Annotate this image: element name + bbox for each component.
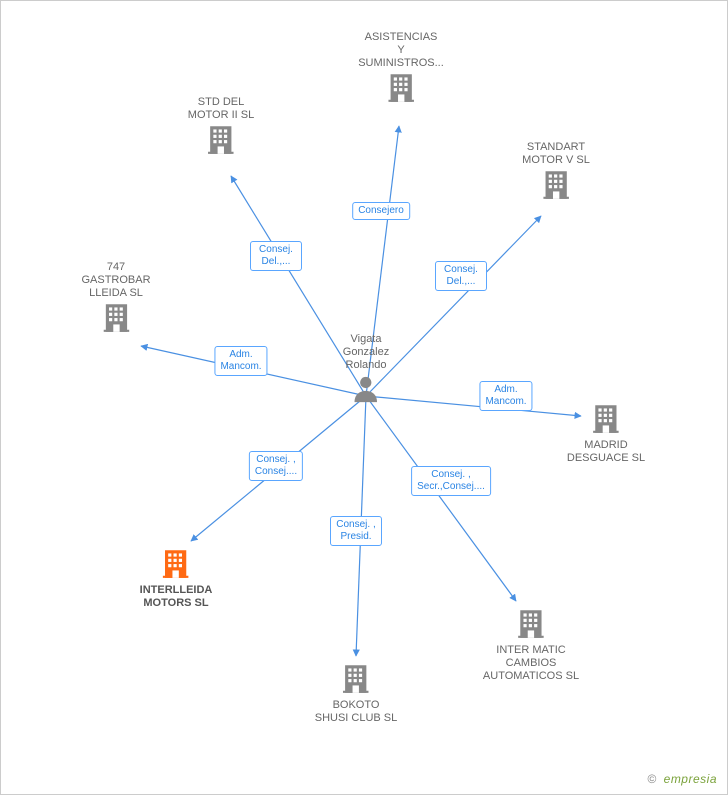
edge-label-interlleida[interactable]: Consej. , Consej.... <box>249 451 303 481</box>
company-node-asistencias[interactable]: ASISTENCIAS Y SUMINISTROS... <box>358 31 444 108</box>
edge-label-standart_v[interactable]: Consej. Del.,... <box>435 261 487 291</box>
company-label: STD DEL MOTOR II SL <box>188 96 254 122</box>
network-diagram: Vigata Gonzalez Rolando STD DEL MOTOR II… <box>0 0 728 795</box>
building-icon <box>358 70 444 104</box>
company-label: INTER MATIC CAMBIOS AUTOMATICOS SL <box>483 644 579 683</box>
company-label: INTERLLEIDA MOTORS SL <box>140 584 213 610</box>
company-label: ASISTENCIAS Y SUMINISTROS... <box>358 31 444 70</box>
building-icon <box>140 546 213 580</box>
edge-label-std_motor_ii[interactable]: Consej. Del.,... <box>250 241 302 271</box>
person-icon <box>343 374 389 409</box>
building-icon <box>483 606 579 640</box>
edge-label-madrid_desg[interactable]: Adm. Mancom. <box>479 381 532 411</box>
center-person-node[interactable]: Vigata Gonzalez Rolando <box>343 333 389 409</box>
footer: © empresia <box>647 772 717 786</box>
edge-label-bokoto[interactable]: Consej. , Presid. <box>330 516 382 546</box>
edge-line-intermatic <box>366 396 516 601</box>
company-node-bokoto[interactable]: BOKOTO SHUSI CLUB SL <box>315 661 398 725</box>
building-icon <box>522 167 590 201</box>
building-icon <box>567 401 645 435</box>
building-icon <box>81 300 150 334</box>
company-node-intermatic[interactable]: INTER MATIC CAMBIOS AUTOMATICOS SL <box>483 606 579 683</box>
edge-line-madrid_desg <box>366 396 581 416</box>
company-node-interlleida[interactable]: INTERLLEIDA MOTORS SL <box>140 546 213 610</box>
building-icon <box>315 661 398 695</box>
company-node-gastrobar[interactable]: 747 GASTROBAR LLEIDA SL <box>81 261 150 338</box>
center-label: Vigata Gonzalez Rolando <box>343 333 389 372</box>
edge-label-asistencias[interactable]: Consejero <box>352 202 410 220</box>
building-icon <box>188 122 254 156</box>
edge-label-gastrobar[interactable]: Adm. Mancom. <box>214 346 267 376</box>
copyright-symbol: © <box>647 772 656 786</box>
edge-line-standart_v <box>366 216 541 396</box>
company-label: 747 GASTROBAR LLEIDA SL <box>81 261 150 300</box>
company-node-madrid_desg[interactable]: MADRID DESGUACE SL <box>567 401 645 465</box>
brand-name: empresia <box>664 772 717 786</box>
edge-label-intermatic[interactable]: Consej. , Secr.,Consej.... <box>411 466 491 496</box>
company-label: STANDART MOTOR V SL <box>522 141 590 167</box>
company-label: BOKOTO SHUSI CLUB SL <box>315 699 398 725</box>
company-node-std_motor_ii[interactable]: STD DEL MOTOR II SL <box>188 96 254 160</box>
company-label: MADRID DESGUACE SL <box>567 439 645 465</box>
company-node-standart_v[interactable]: STANDART MOTOR V SL <box>522 141 590 205</box>
